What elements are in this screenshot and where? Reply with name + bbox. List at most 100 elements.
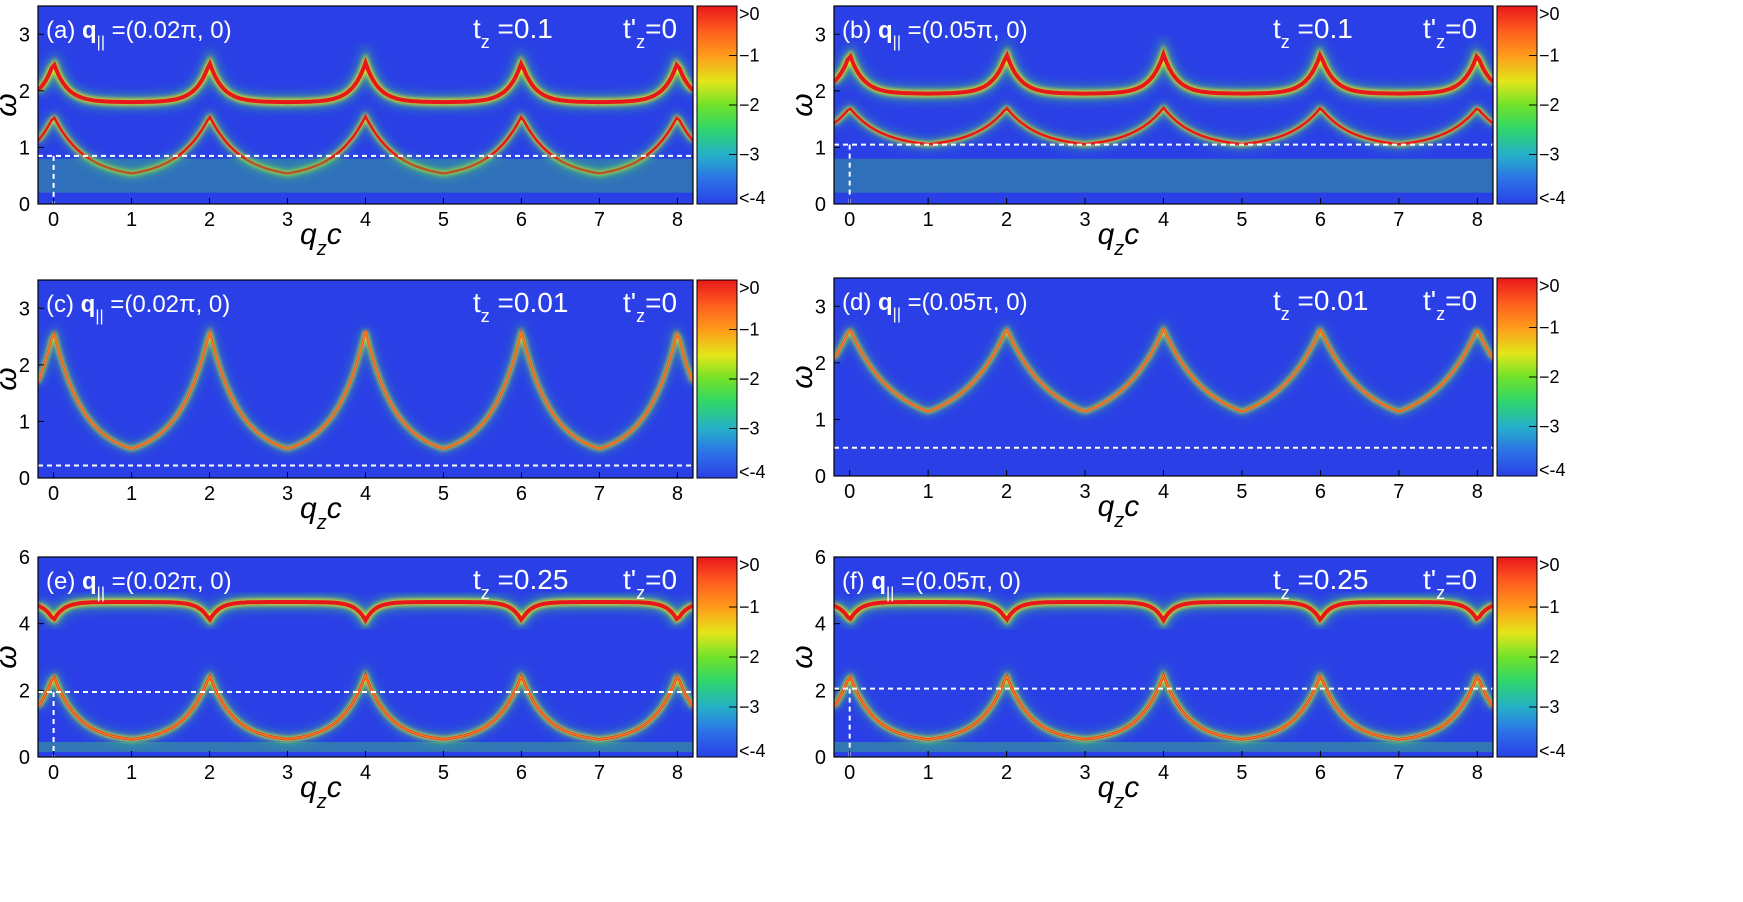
x-axis-label: qzc bbox=[1098, 218, 1140, 260]
colorbar-label: −2 bbox=[1539, 647, 1560, 667]
x-tick-label: 3 bbox=[282, 483, 293, 505]
colorbar-label: −2 bbox=[1539, 367, 1560, 387]
x-tick-label: 1 bbox=[923, 762, 934, 784]
y-tick-label: 1 bbox=[815, 409, 826, 431]
heatmap-background bbox=[834, 278, 1493, 476]
x-tick-label: 7 bbox=[594, 762, 605, 784]
continuum-band bbox=[834, 742, 1493, 752]
colorbar-label: −3 bbox=[739, 419, 760, 439]
x-tick-label: 3 bbox=[1079, 481, 1090, 503]
colorbar-label: −1 bbox=[739, 46, 760, 66]
x-tick-label: 5 bbox=[1236, 209, 1247, 231]
x-tick-label: 6 bbox=[1315, 481, 1326, 503]
x-tick-label: 8 bbox=[1472, 209, 1483, 231]
x-tick-label: 6 bbox=[516, 209, 527, 231]
colorbar-label: >0 bbox=[739, 278, 760, 298]
x-tick-label: 2 bbox=[1001, 209, 1012, 231]
y-tick-label: 2 bbox=[19, 81, 30, 103]
y-tick-label: 0 bbox=[815, 466, 826, 488]
x-tick-label: 0 bbox=[844, 762, 855, 784]
colorbar-label: −3 bbox=[1539, 145, 1560, 165]
plot-area bbox=[38, 280, 693, 478]
y-tick-label: 0 bbox=[815, 194, 826, 216]
y-tick-label: 4 bbox=[815, 614, 826, 636]
colorbar-label: <-4 bbox=[1539, 741, 1566, 761]
x-tick-label: 2 bbox=[204, 209, 215, 231]
x-tick-label: 7 bbox=[1393, 762, 1404, 784]
y-tick-label: 2 bbox=[815, 81, 826, 103]
x-tick-label: 7 bbox=[1393, 481, 1404, 503]
lower-band-b bbox=[38, 673, 693, 740]
colorbar-label: −2 bbox=[1539, 95, 1560, 115]
x-tick-label: 8 bbox=[1472, 481, 1483, 503]
y-axis-label: ω bbox=[786, 365, 819, 388]
x-tick-label: 4 bbox=[1158, 481, 1169, 503]
x-tick-label: 8 bbox=[672, 483, 683, 505]
x-tick-label: 0 bbox=[844, 481, 855, 503]
continuum-band bbox=[834, 158, 1493, 193]
x-tick-label: 1 bbox=[126, 209, 137, 231]
lower-band bbox=[834, 105, 1493, 146]
heatmap-background bbox=[38, 557, 693, 757]
x-axis-label: qzc bbox=[1098, 771, 1140, 813]
plot-area bbox=[38, 6, 693, 204]
x-tick-label: 3 bbox=[1079, 209, 1090, 231]
colorbar-label: −3 bbox=[1539, 417, 1560, 437]
y-tick-label: 3 bbox=[19, 298, 30, 320]
x-tick-label: 8 bbox=[672, 762, 683, 784]
colorbar-label: >0 bbox=[1539, 4, 1560, 24]
y-tick-label: 2 bbox=[19, 355, 30, 377]
plot-area bbox=[834, 557, 1493, 757]
x-tick-label: 5 bbox=[438, 483, 449, 505]
x-tick-label: 4 bbox=[360, 762, 371, 784]
x-tick-label: 6 bbox=[516, 762, 527, 784]
y-tick-label: 1 bbox=[815, 137, 826, 159]
y-tick-label: 0 bbox=[815, 747, 826, 769]
mode-b bbox=[834, 327, 1493, 413]
colorbar-label: −1 bbox=[739, 320, 760, 340]
x-tick-label: 7 bbox=[594, 209, 605, 231]
mode-b bbox=[38, 329, 693, 450]
x-tick-label: 2 bbox=[204, 762, 215, 784]
y-axis-label: ω bbox=[0, 367, 23, 390]
colorbar-label: <-4 bbox=[739, 462, 766, 482]
y-tick-label: 6 bbox=[19, 547, 30, 569]
colorbar-label: >0 bbox=[1539, 276, 1560, 296]
y-tick-label: 3 bbox=[815, 296, 826, 318]
upper-band bbox=[834, 48, 1493, 96]
colorbar-label: >0 bbox=[739, 4, 760, 24]
panel-title: (e) q|| =(0.02π, 0) bbox=[46, 568, 232, 602]
x-tick-label: 2 bbox=[204, 483, 215, 505]
x-axis-label: qzc bbox=[1098, 490, 1140, 532]
x-tick-label: 6 bbox=[1315, 209, 1326, 231]
plot-area bbox=[38, 557, 693, 757]
y-tick-label: 3 bbox=[19, 24, 30, 46]
upper-band bbox=[834, 600, 1493, 625]
lower-band-b bbox=[834, 673, 1493, 740]
x-tick-label: 1 bbox=[126, 483, 137, 505]
x-tick-label: 6 bbox=[516, 483, 527, 505]
colorbar-label: <-4 bbox=[739, 741, 766, 761]
y-tick-label: 2 bbox=[815, 353, 826, 375]
x-tick-label: 7 bbox=[1393, 209, 1404, 231]
y-axis-label: ω bbox=[0, 645, 23, 668]
x-tick-label: 0 bbox=[48, 483, 59, 505]
x-tick-label: 1 bbox=[923, 481, 934, 503]
y-tick-label: 6 bbox=[815, 547, 826, 569]
colorbar-label: −1 bbox=[739, 597, 760, 617]
x-tick-label: 5 bbox=[438, 209, 449, 231]
colorbar-label: −3 bbox=[739, 697, 760, 717]
continuum-band bbox=[38, 742, 693, 752]
y-axis-label: ω bbox=[0, 93, 23, 116]
y-tick-label: 4 bbox=[19, 614, 30, 636]
y-tick-label: 0 bbox=[19, 747, 30, 769]
x-tick-label: 4 bbox=[1158, 209, 1169, 231]
colorbar-label: −1 bbox=[1539, 318, 1560, 338]
colorbar-label: −2 bbox=[739, 95, 760, 115]
